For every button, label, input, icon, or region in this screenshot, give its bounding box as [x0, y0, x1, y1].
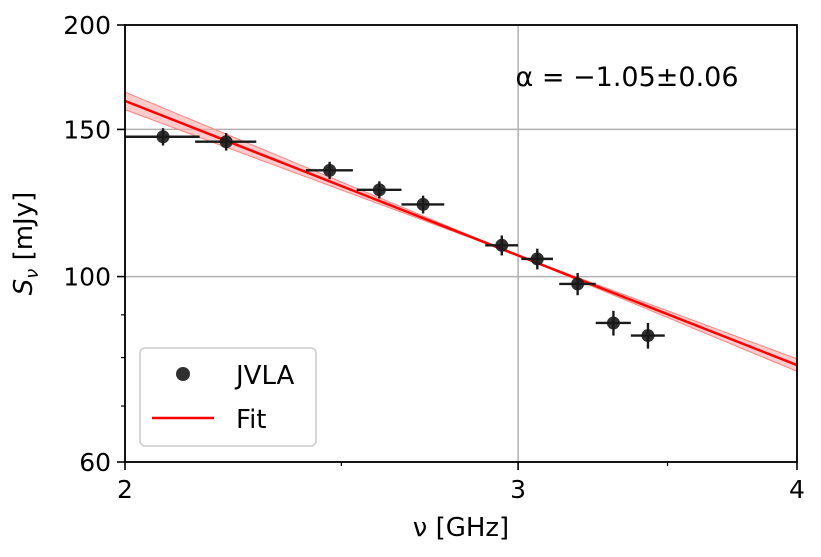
data-marker	[571, 277, 585, 291]
data-marker	[641, 329, 655, 343]
jvla-point	[356, 181, 402, 199]
jvla-point	[195, 133, 257, 151]
x-axis-label: ν [GHz]	[413, 513, 509, 543]
y-tick-label: 200	[63, 11, 111, 40]
jvla-point	[630, 322, 665, 349]
y-tick-label: 150	[63, 115, 111, 144]
legend-label-fit: Fit	[236, 405, 266, 435]
legend-marker-jvla	[176, 367, 190, 381]
jvla-point	[125, 128, 200, 146]
y-axis-label-unit: [mJy]	[9, 192, 39, 269]
data-marker	[530, 252, 544, 266]
jvla-point	[559, 272, 596, 296]
plot-frame	[124, 24, 798, 463]
legend-label-jvla: JVLA	[234, 361, 295, 391]
jvla-point	[305, 161, 353, 180]
y-tick-label: 100	[63, 263, 111, 292]
fit-line-path	[125, 99, 797, 367]
y-axis-label-subscript: ν	[22, 269, 43, 279]
data-marker	[219, 135, 233, 149]
jvla-data-points	[125, 128, 665, 349]
data-marker	[156, 130, 170, 144]
jvla-point	[595, 310, 631, 336]
jvla-point	[485, 235, 519, 256]
axis-ticks: 2 3 4 60 100 150 200	[63, 11, 805, 504]
x-tick-label: 3	[510, 475, 526, 504]
jvla-point	[521, 248, 554, 270]
data-marker	[606, 316, 620, 330]
data-marker	[416, 197, 430, 211]
data-marker	[495, 238, 509, 252]
alpha-annotation: α = −1.05±0.06	[515, 62, 738, 93]
fit-line	[125, 99, 797, 367]
data-marker	[372, 183, 386, 197]
jvla-point	[401, 195, 445, 214]
y-tick-label: 60	[79, 448, 111, 477]
x-tick-label: 4	[789, 475, 805, 504]
y-axis-label: Sν [mJy]	[9, 192, 43, 296]
data-marker	[323, 163, 337, 177]
legend: JVLA Fit	[139, 347, 317, 447]
y-axis-label-symbol: S	[9, 279, 39, 296]
x-tick-label: 2	[117, 475, 133, 504]
